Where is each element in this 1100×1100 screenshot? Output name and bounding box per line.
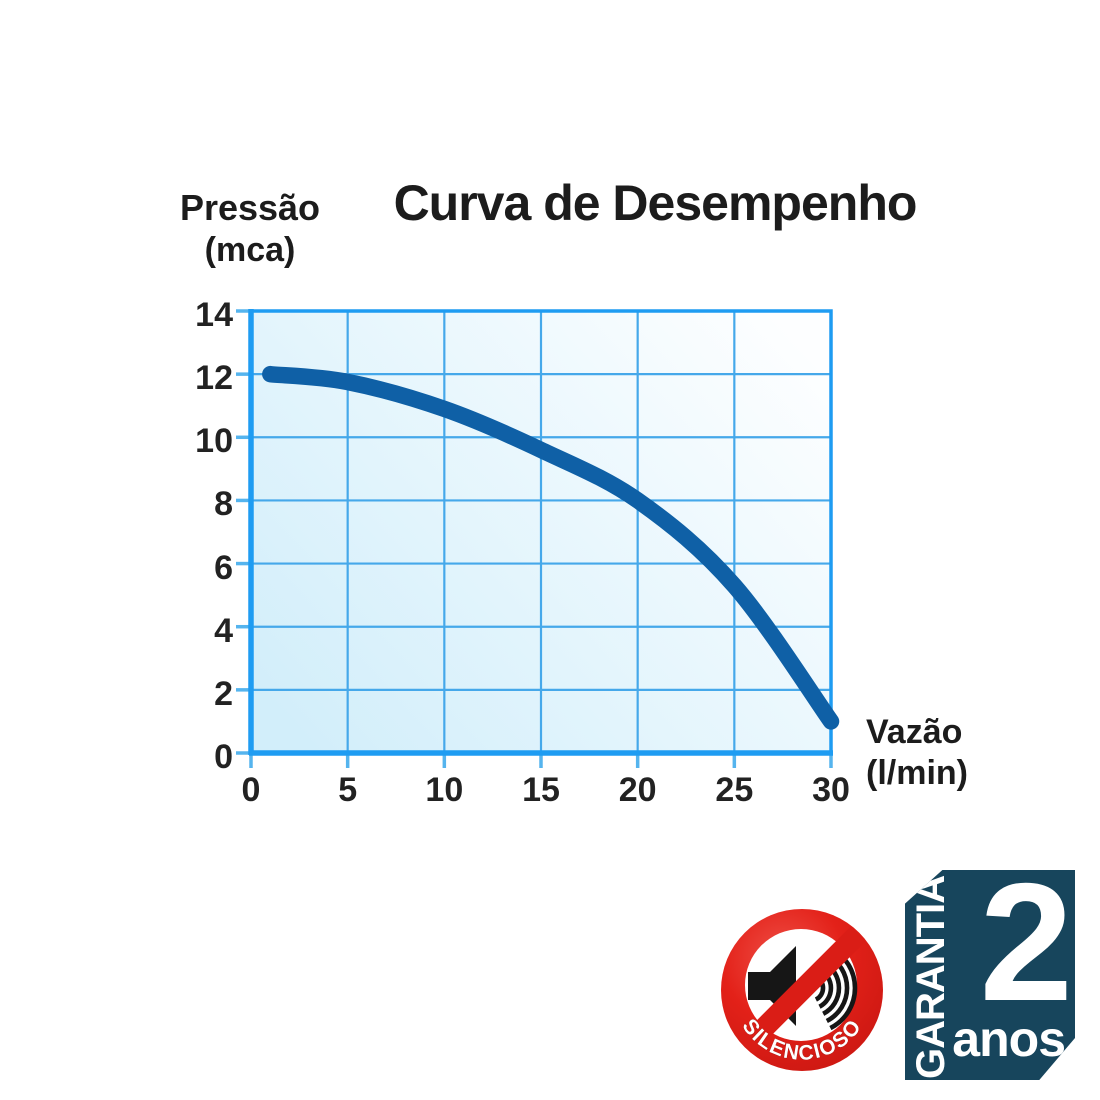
y-tick-label-14: 14: [195, 296, 233, 334]
garantia-years-number: 2: [979, 848, 1073, 1036]
y-tick-label-2: 2: [214, 674, 233, 713]
x-tick-label-0: 0: [241, 771, 261, 809]
y-axis-title: Pressão (mca): [168, 186, 332, 271]
x-tick-label-10: 10: [425, 771, 464, 809]
y-tick-label-6: 6: [214, 548, 233, 587]
performance-curve: [262, 365, 840, 730]
y-tick-label-8: 8: [214, 485, 233, 524]
x-axis-title-line1: Vazão: [866, 713, 963, 751]
y-axis-title-line2: (mca): [204, 230, 296, 269]
y-tick-label-10: 10: [195, 422, 233, 461]
x-axis-title-line2: (l/min): [866, 754, 968, 793]
garantia-years-unit: anos: [952, 1011, 1066, 1067]
y-axis-title-line1: Pressão: [179, 187, 321, 228]
x-tick-label-30: 30: [812, 771, 850, 809]
garantia-label: GARANTIA: [909, 875, 953, 1079]
chart-title: Curva de Desempenho: [393, 175, 918, 231]
y-tick-label-12: 12: [195, 359, 233, 398]
silencioso-badge: SILENCIOSO: [721, 909, 883, 1071]
x-tick-label-25: 25: [715, 771, 754, 809]
y-tick-label-4: 4: [214, 611, 233, 650]
y-tick-label-0: 0: [214, 738, 233, 776]
x-tick-label-5: 5: [338, 771, 358, 809]
prohibition-slash-icon: [738, 926, 866, 1054]
garantia-badge: GARANTIA 2 anos: [905, 870, 1075, 1080]
x-tick-label-20: 20: [618, 771, 657, 809]
x-axis-title: Vazão (l/min): [866, 712, 1016, 795]
x-tick-label-15: 15: [522, 771, 560, 809]
